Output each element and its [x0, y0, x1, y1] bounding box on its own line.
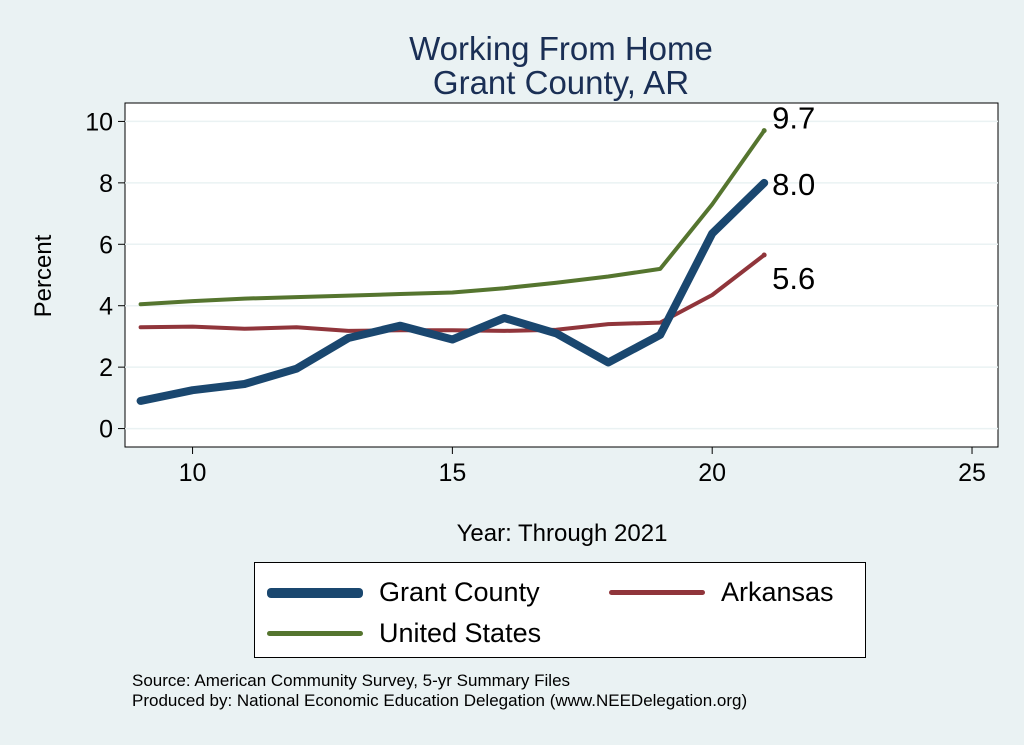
source-line: Source: American Community Survey, 5-yr …: [132, 671, 571, 690]
series-end-point-grant-county: [761, 180, 767, 186]
legend-label-arkansas: Arkansas: [721, 577, 834, 607]
legend-swatch-arkansas: [609, 590, 705, 595]
x-tick-label: 25: [958, 459, 986, 487]
x-tick-label: 10: [179, 459, 207, 487]
legend-item-arkansas: Arkansas: [609, 577, 834, 608]
y-axis-label: Percent: [30, 234, 57, 318]
series-end-point-arkansas: [761, 252, 767, 258]
x-tick-label: 15: [438, 459, 466, 487]
legend-item-united-states: United States: [267, 618, 541, 649]
legend-label-grant-county: Grant County: [379, 577, 540, 607]
chart-title: Working From Home: [409, 30, 713, 67]
y-tick-label: 4: [99, 293, 113, 321]
legend-item-grant-county: Grant County: [267, 577, 540, 608]
y-tick-label: 8: [99, 170, 113, 198]
y-tick-label: 10: [85, 108, 113, 136]
legend-swatch-grant-county: [267, 587, 363, 598]
source-note: Source: American Community Survey, 5-yr …: [132, 671, 747, 711]
y-tick-label: 0: [99, 416, 113, 444]
series-end-point-united-states: [761, 128, 767, 134]
series-line-arkansas: [138, 253, 767, 333]
x-tick-label: 20: [698, 459, 726, 487]
data-label-arkansas: 5.6: [772, 261, 815, 296]
data-label-united-states: 9.7: [772, 101, 815, 136]
y-tick-label: 6: [99, 231, 113, 259]
data-label-grant-county: 8.0: [772, 167, 815, 202]
y-tick-label: 2: [99, 354, 113, 382]
series-line-united-states: [138, 128, 767, 307]
legend: Grant County Arkansas United States: [254, 562, 866, 658]
series-line-grant-county: [136, 178, 769, 405]
legend-label-united-states: United States: [379, 618, 542, 648]
producer-line: Produced by: National Economic Education…: [132, 691, 748, 710]
plot-area: [124, 102, 999, 448]
legend-swatch-united-states: [267, 631, 363, 636]
x-axis-label: Year: Through 2021: [456, 520, 668, 547]
chart-subtitle: Grant County, AR: [432, 64, 690, 101]
